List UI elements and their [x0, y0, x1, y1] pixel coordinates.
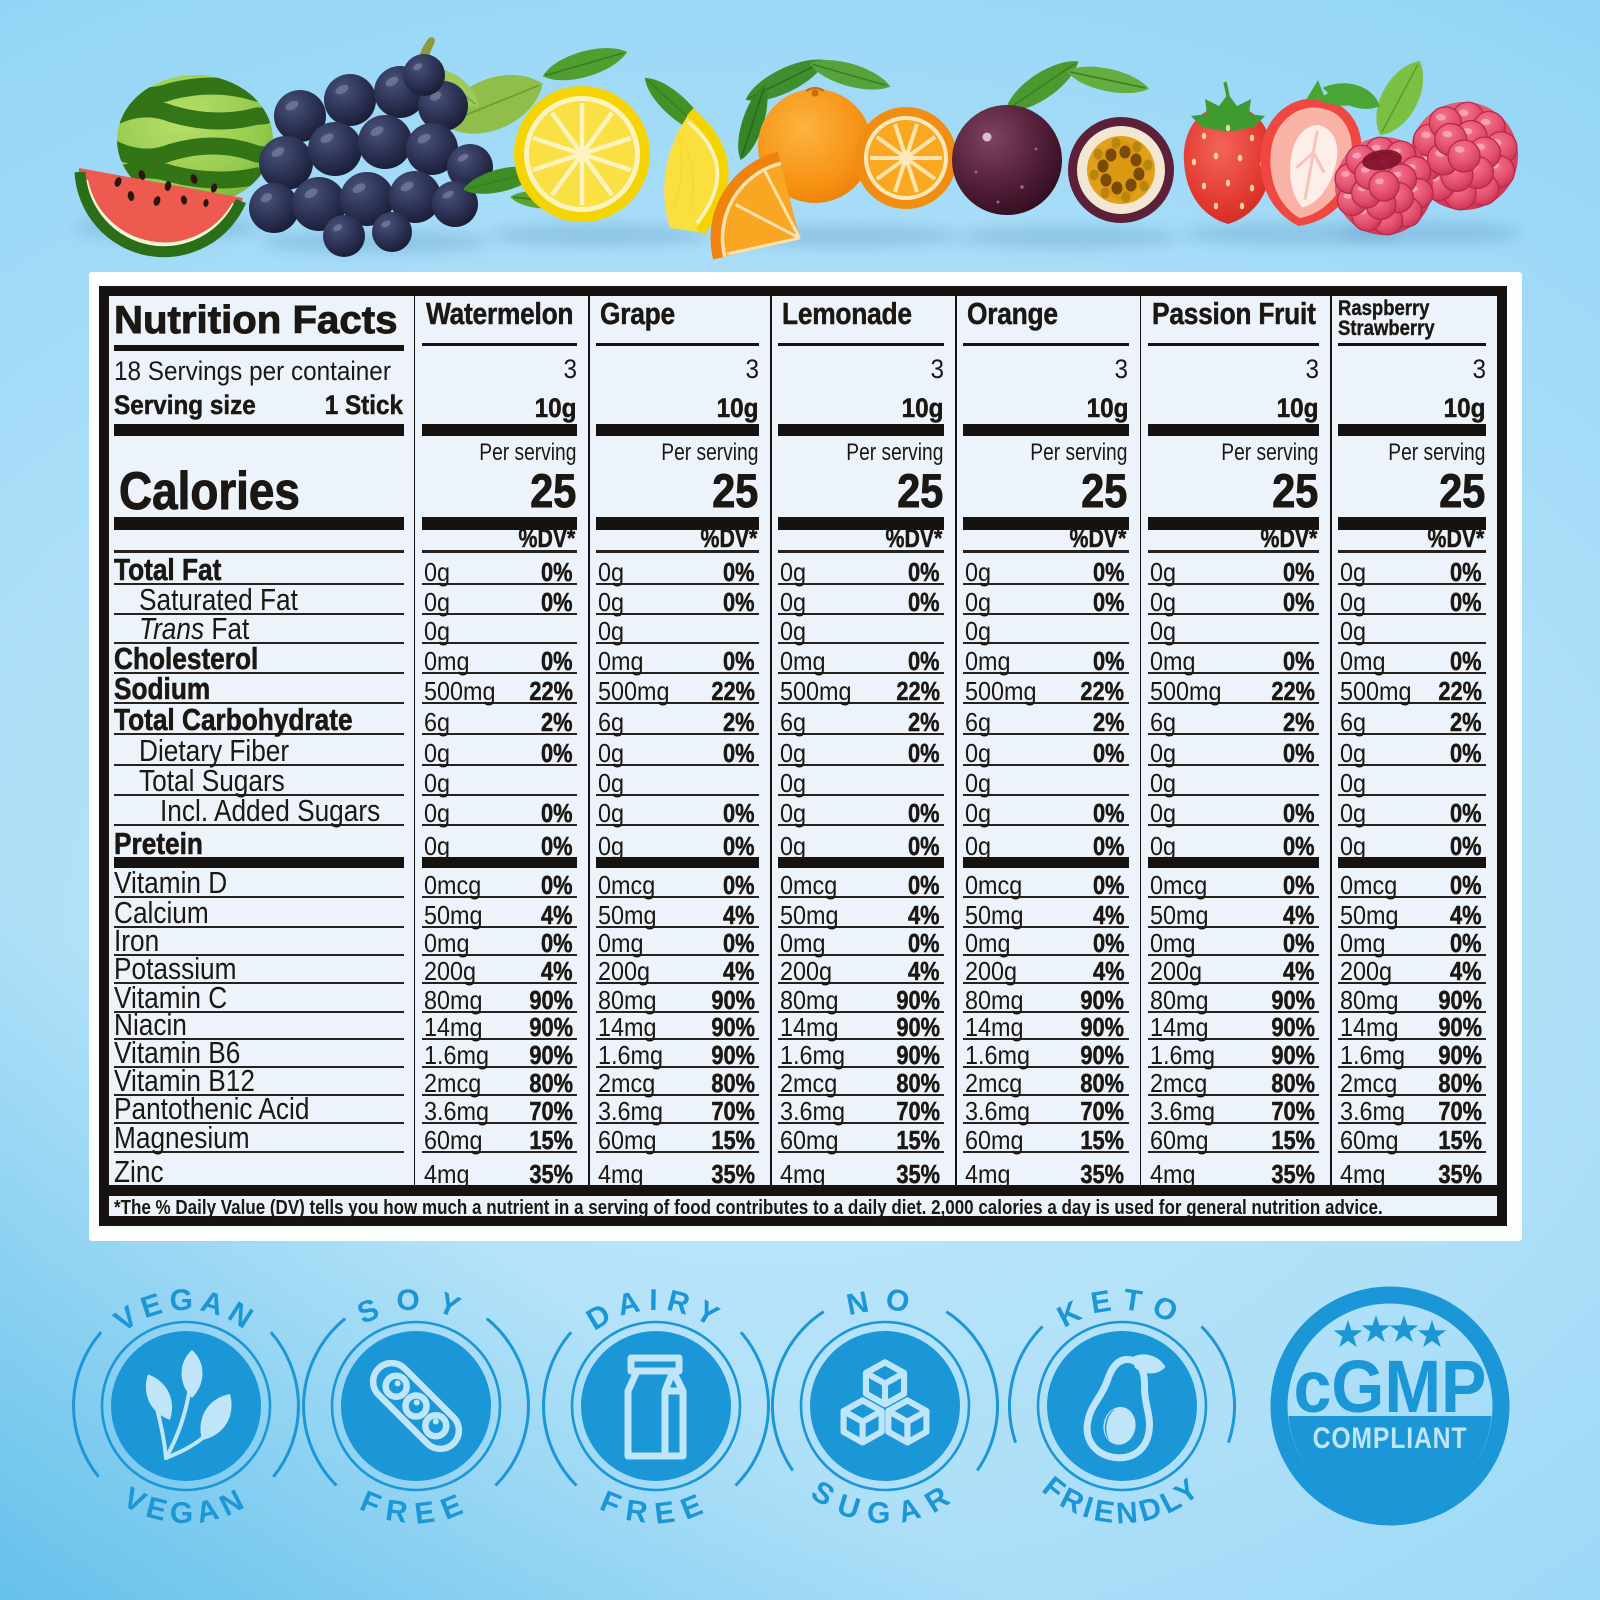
svg-text:KETO: KETO: [1052, 1283, 1192, 1334]
svg-text:SOY: SOY: [353, 1284, 480, 1331]
svg-text:cGMP: cGMP: [1294, 1346, 1487, 1428]
svg-text:VEGAN: VEGAN: [118, 1481, 254, 1530]
svg-text:FREE: FREE: [356, 1485, 477, 1531]
svg-text:VEGAN: VEGAN: [109, 1284, 264, 1339]
svg-text:SUGAR: SUGAR: [805, 1475, 964, 1531]
svg-text:DAIRY: DAIRY: [581, 1284, 731, 1337]
svg-text:COMPLIANT: COMPLIANT: [1313, 1421, 1468, 1455]
svg-text:FREE: FREE: [596, 1485, 717, 1531]
svg-text:NO: NO: [844, 1283, 926, 1322]
